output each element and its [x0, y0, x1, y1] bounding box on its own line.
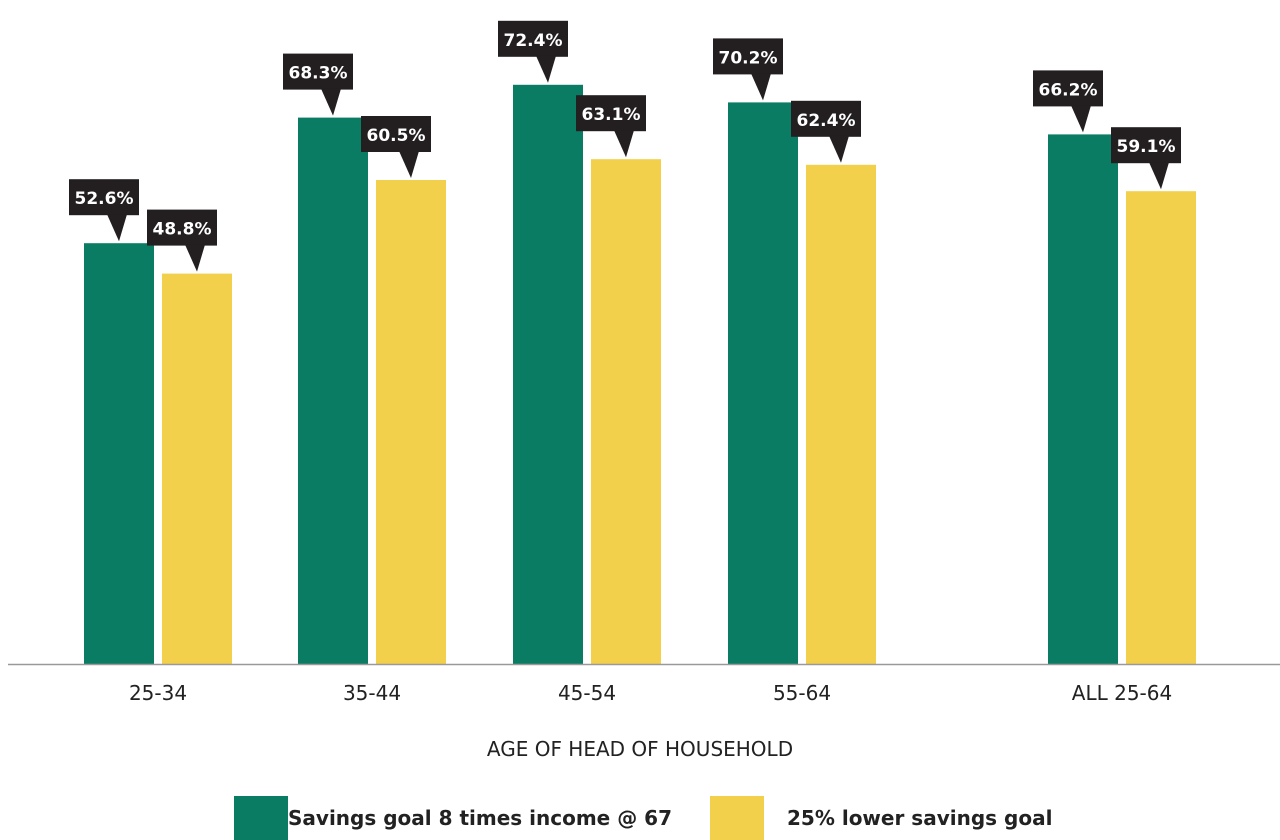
data-label-pointer — [536, 55, 556, 83]
data-label-pointer — [614, 130, 634, 158]
data-label-pointer — [751, 73, 771, 101]
x-tick-label: 25-34 — [129, 681, 187, 705]
bar-lower-goal-2 — [591, 159, 661, 664]
data-label-box — [283, 53, 353, 90]
data-label-box — [1033, 70, 1103, 107]
data-label: 62.4% — [797, 111, 856, 131]
data-label-pointer — [107, 214, 127, 242]
data-label-box — [791, 100, 861, 137]
data-label-box — [1111, 127, 1181, 164]
bar-lower-goal-1 — [376, 180, 446, 664]
data-label-callout: 48.8% — [147, 209, 217, 272]
bar-lower-goal-3 — [806, 164, 876, 665]
data-label-callout: 68.3% — [283, 53, 353, 116]
data-label: 68.3% — [289, 64, 348, 84]
data-label: 66.2% — [1039, 80, 1098, 100]
bar-lower-goal-4 — [1126, 191, 1196, 664]
data-label-box — [498, 20, 568, 57]
data-label-pointer — [829, 135, 849, 163]
x-axis-title: AGE OF HEAD OF HOUSEHOLD — [487, 737, 793, 761]
data-label-box — [713, 38, 783, 75]
data-label-callout: 59.1% — [1111, 127, 1181, 190]
data-label-pointer — [185, 244, 205, 272]
data-label-callout: 72.4% — [498, 20, 568, 83]
data-label-pointer — [1149, 162, 1169, 190]
data-label-box — [147, 209, 217, 246]
legend: Savings goal 8 times income @ 67 25% lowe… — [234, 796, 1052, 840]
bars-layer — [84, 84, 1196, 665]
bar-savings-goal-4 — [1048, 134, 1118, 664]
legend-swatch-0 — [234, 796, 288, 840]
data-label-pointer — [1071, 105, 1091, 133]
legend-label-0: Savings goal 8 times income @ 67 — [288, 806, 672, 830]
data-label: 70.2% — [719, 48, 778, 68]
data-label-callout: 66.2% — [1033, 70, 1103, 133]
x-tick-label: 45-54 — [558, 681, 616, 705]
legend-swatch-1 — [710, 796, 764, 840]
bar-savings-goal-0 — [84, 243, 154, 664]
bar-lower-goal-0 — [162, 273, 232, 664]
bar-savings-goal-1 — [298, 117, 368, 665]
data-label-callout: 62.4% — [791, 100, 861, 163]
x-tick-labels: 25-34 35-44 45-54 55-64 ALL 25-64 — [129, 681, 1172, 705]
bar-savings-goal-3 — [728, 102, 798, 664]
data-label-callout: 63.1% — [576, 95, 646, 158]
data-label-callout: 52.6% — [69, 179, 139, 242]
legend-label-1: 25% lower savings goal — [787, 806, 1052, 830]
data-label-callout: 60.5% — [361, 116, 431, 178]
data-label-box — [69, 179, 139, 216]
data-label-pointer — [321, 88, 341, 116]
data-labels-layer: 52.6% 48.8% 68.3% 60.5% 72.4% 63.1% 70.2% 62.4%… — [69, 20, 1181, 272]
x-tick-label: ALL 25-64 — [1072, 681, 1172, 705]
data-label: 48.8% — [153, 220, 212, 240]
x-tick-label: 35-44 — [343, 681, 401, 705]
data-label-box — [361, 116, 431, 152]
data-label: 60.5% — [367, 126, 426, 146]
data-label-callout: 70.2% — [713, 38, 783, 101]
data-label: 59.1% — [1117, 137, 1176, 157]
data-label: 52.6% — [75, 189, 134, 209]
data-label: 72.4% — [504, 31, 563, 51]
bar-savings-goal-2 — [513, 84, 583, 665]
data-label: 63.1% — [582, 105, 641, 125]
data-label-pointer — [399, 151, 419, 178]
x-tick-label: 55-64 — [773, 681, 831, 705]
data-label-box — [576, 95, 646, 132]
